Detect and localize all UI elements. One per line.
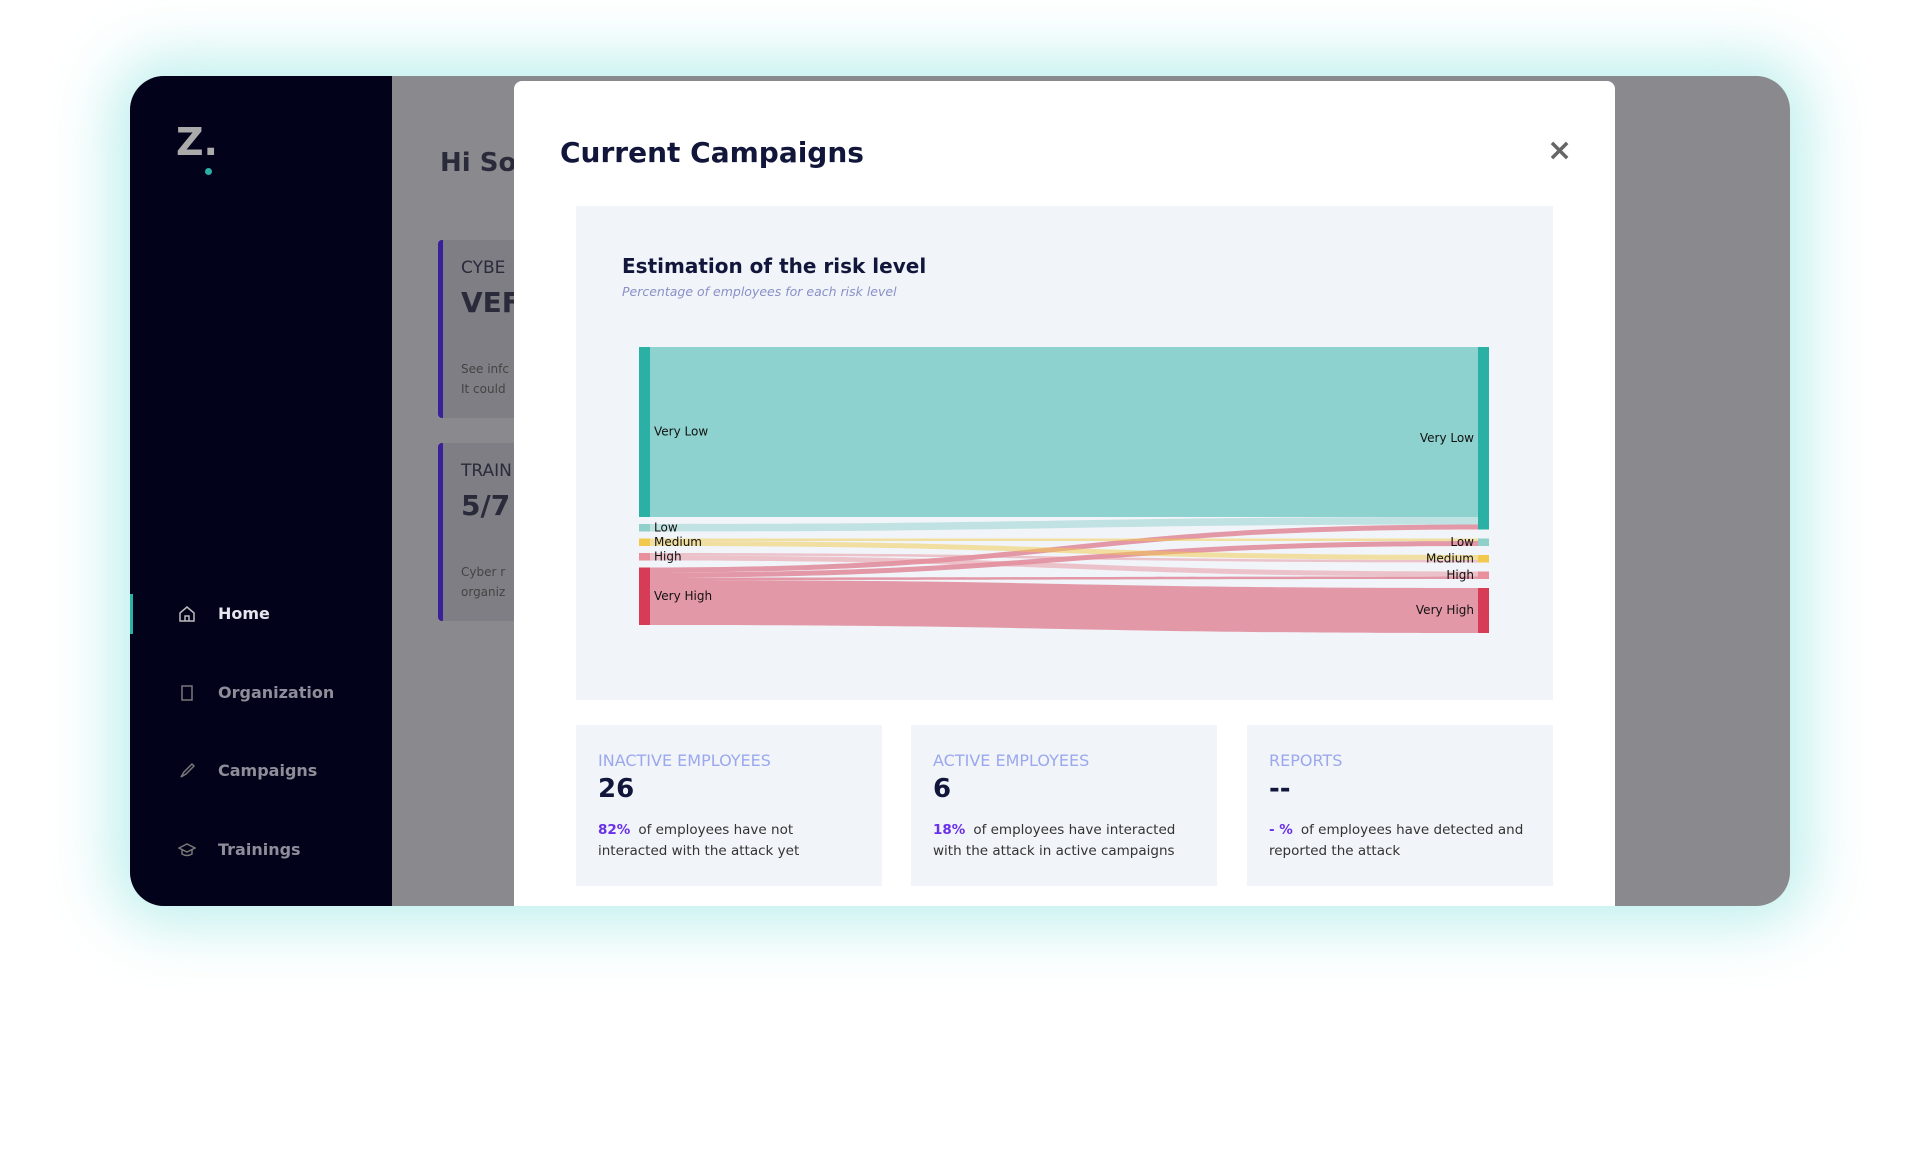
stat-label: ACTIVE EMPLOYEES	[933, 751, 1090, 770]
sidebar: Z. Home Organization Campaigns Trainings	[130, 76, 392, 906]
sankey-link	[650, 553, 1478, 563]
card-label: CYBE	[461, 258, 506, 278]
node-label: Medium	[1426, 551, 1474, 565]
chart-panel: Estimation of the risk level Percentage …	[576, 206, 1553, 700]
sankey-link	[650, 347, 1478, 517]
card-value: VEF	[461, 286, 521, 319]
nav-item[interactable]: Organization	[218, 683, 335, 702]
stat-card: INACTIVE EMPLOYEES 26 82% of employees ha…	[576, 725, 882, 886]
sankey-link	[650, 576, 1478, 580]
node-label: Very Low	[1420, 431, 1474, 445]
stat-text: 82% of employees have not interacted with…	[598, 820, 860, 862]
node-label: Very High	[654, 589, 712, 603]
sankey-link	[650, 541, 1478, 578]
sankey-node	[1478, 555, 1489, 563]
card-text: See infc	[461, 362, 509, 376]
sankey-node	[639, 524, 650, 532]
trainings-icon	[178, 843, 196, 857]
nav-item[interactable]: Trainings	[218, 840, 301, 859]
sankey-link	[650, 580, 1478, 633]
stat-description: of employees have detected and reported …	[1269, 822, 1524, 859]
sankey-node	[1478, 347, 1489, 530]
modal-title: Current Campaigns	[560, 136, 864, 169]
chart-subtitle: Percentage of employees for each risk le…	[622, 284, 897, 299]
organization-icon	[181, 685, 193, 701]
logo: Z.	[176, 120, 218, 164]
modal: Current Campaigns × Estimation of the ri…	[514, 81, 1615, 906]
stat-value: 6	[933, 774, 952, 804]
sankey-node	[639, 538, 650, 546]
nav-item[interactable]: Campaigns	[218, 761, 318, 780]
logo-dot	[205, 168, 212, 175]
close-button[interactable]: ×	[1547, 133, 1573, 168]
card-text: It could	[461, 382, 506, 396]
node-label: Very High	[1416, 603, 1474, 617]
sankey-node	[639, 347, 650, 517]
stat-text: 18% of employees have interacted with the…	[933, 820, 1195, 862]
sankey-node	[639, 553, 650, 561]
node-label: High	[654, 549, 682, 563]
app-window: Z. Home Organization Campaigns Trainings…	[130, 76, 1790, 906]
sankey-link	[650, 555, 1478, 577]
stat-description: of employees have interacted with the at…	[933, 822, 1176, 859]
stat-percent: 82%	[598, 822, 631, 838]
sankey-node	[1478, 538, 1489, 546]
sankey-link	[650, 538, 1478, 541]
sankey-link	[650, 541, 1478, 560]
home-icon	[179, 606, 195, 622]
stat-percent: 18%	[933, 822, 966, 838]
stat-value: --	[1269, 774, 1291, 804]
sankey-node	[639, 567, 650, 625]
campaigns-icon	[180, 762, 196, 778]
stat-percent: - %	[1269, 822, 1293, 838]
card-label: TRAIN	[461, 461, 512, 481]
node-label: Low	[1450, 535, 1474, 549]
card-value: 5/7	[461, 489, 511, 522]
greeting: Hi So	[440, 148, 517, 178]
stat-label: REPORTS	[1269, 751, 1343, 770]
card-text: organiz	[461, 585, 506, 599]
node-label: Very Low	[654, 425, 708, 439]
card-text: Cyber r	[461, 565, 506, 579]
sankey-node	[1478, 588, 1489, 633]
stat-label: INACTIVE EMPLOYEES	[598, 751, 771, 770]
stat-description: of employees have not interacted with th…	[598, 822, 800, 859]
nav-item[interactable]: Home	[218, 604, 270, 623]
active-indicator	[130, 594, 133, 634]
node-label: High	[1446, 568, 1474, 582]
stat-card: REPORTS -- - % of employees have detected…	[1247, 725, 1553, 886]
stat-text: - % of employees have detected and report…	[1269, 820, 1531, 862]
stat-value: 26	[598, 774, 635, 804]
chart-title: Estimation of the risk level	[622, 254, 927, 278]
sankey-link	[650, 517, 1478, 532]
sankey-node	[1478, 571, 1489, 579]
node-label: Medium	[654, 535, 702, 549]
stat-card: ACTIVE EMPLOYEES 6 18% of employees have …	[911, 725, 1217, 886]
node-label: Low	[654, 520, 678, 534]
